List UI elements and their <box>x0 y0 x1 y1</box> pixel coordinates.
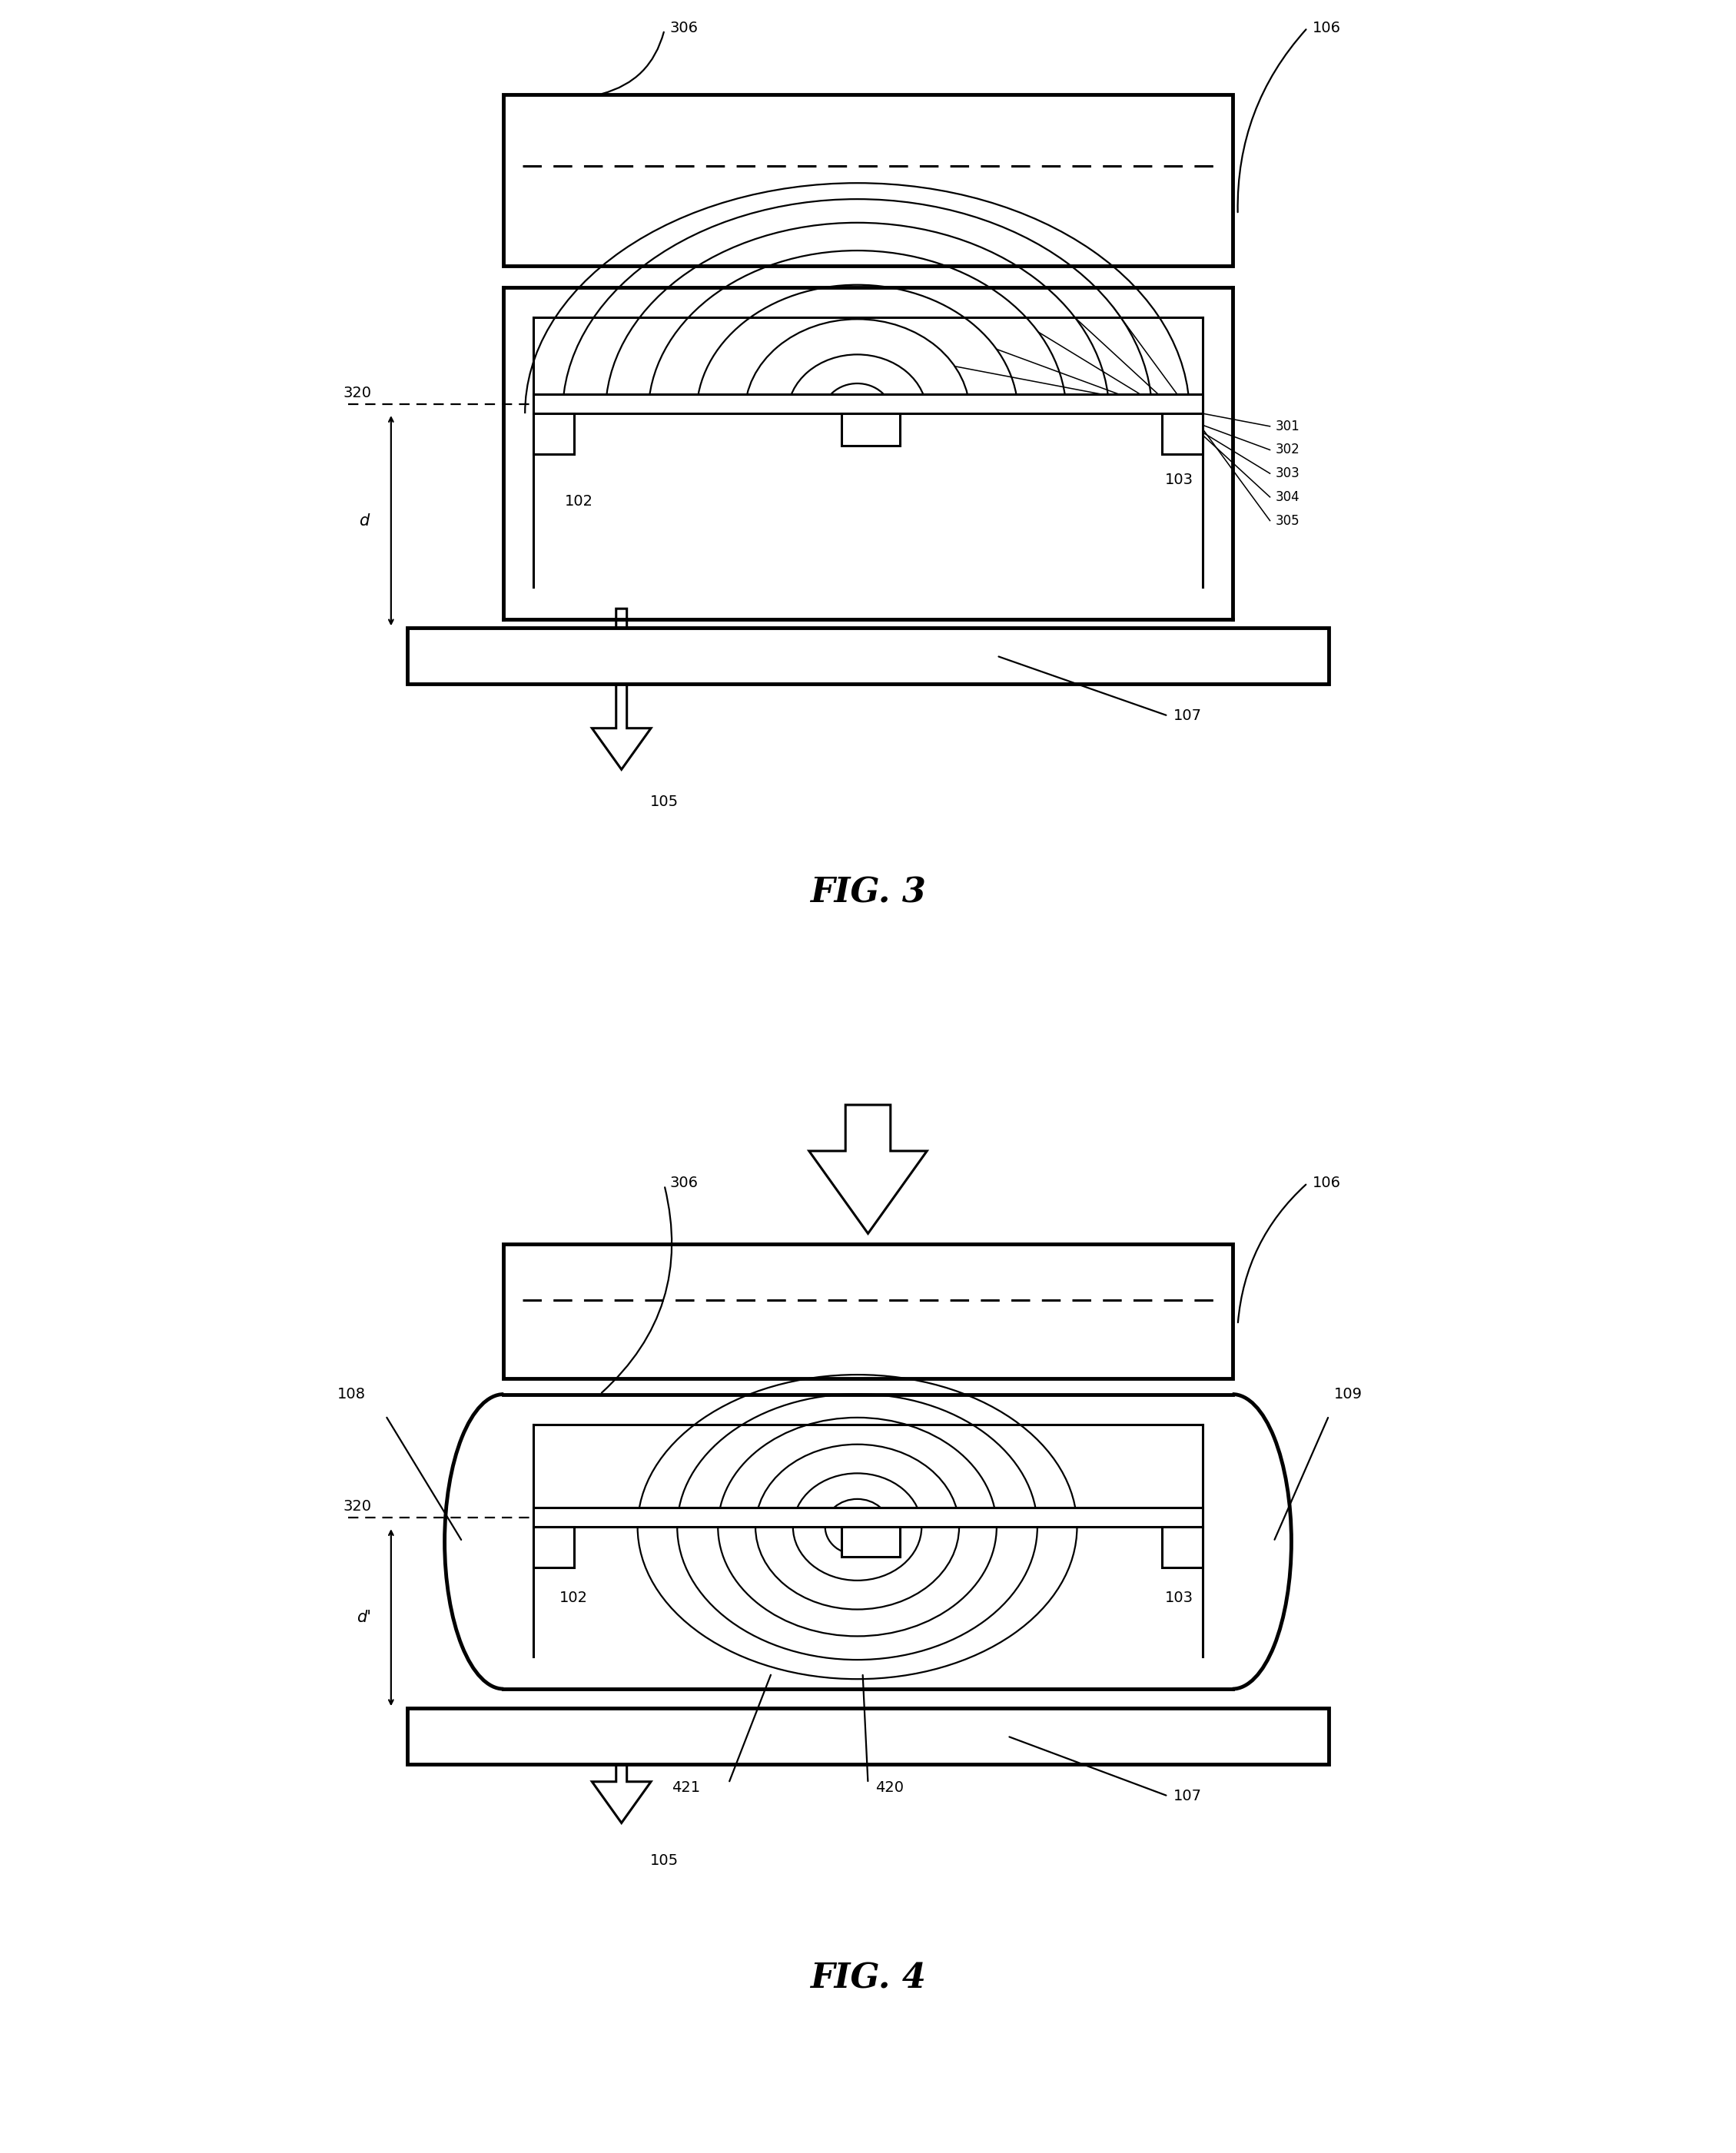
Bar <box>533 1507 1203 1526</box>
Text: 105: 105 <box>649 1854 679 1869</box>
Text: 420: 420 <box>875 1781 904 1796</box>
Bar <box>408 1707 1328 1763</box>
Text: 320: 320 <box>342 385 372 400</box>
Text: d': d' <box>358 1610 372 1626</box>
Polygon shape <box>809 1104 927 1234</box>
Text: 107: 107 <box>1174 708 1201 723</box>
Polygon shape <box>592 1763 651 1824</box>
Text: 301: 301 <box>1276 420 1300 433</box>
Bar <box>533 394 1203 413</box>
Bar <box>503 95 1233 265</box>
Text: 102: 102 <box>559 1591 587 1606</box>
Text: 302: 302 <box>1276 444 1300 456</box>
Text: 105: 105 <box>649 794 679 810</box>
Polygon shape <box>575 1307 615 1365</box>
Text: 102: 102 <box>564 495 592 508</box>
Polygon shape <box>592 609 651 769</box>
Text: 306: 306 <box>670 1176 698 1191</box>
Bar <box>1161 1526 1203 1567</box>
Text: 103: 103 <box>1165 474 1193 487</box>
Bar <box>842 413 901 446</box>
Text: 106: 106 <box>1312 22 1342 34</box>
Text: 421: 421 <box>672 1781 700 1796</box>
Text: 320: 320 <box>342 1498 372 1514</box>
Text: 304: 304 <box>1276 491 1300 504</box>
Bar <box>503 1244 1233 1378</box>
Text: 305: 305 <box>1276 515 1300 527</box>
Text: 103: 103 <box>1165 1591 1193 1606</box>
Bar <box>408 629 1328 685</box>
Bar <box>842 1526 901 1557</box>
Text: 108: 108 <box>337 1387 366 1402</box>
Text: 109: 109 <box>1335 1387 1363 1402</box>
Bar <box>533 1526 575 1567</box>
Text: 107: 107 <box>1174 1789 1201 1804</box>
Text: 303: 303 <box>1276 467 1300 480</box>
Bar <box>533 413 575 454</box>
Text: 306: 306 <box>670 22 698 34</box>
Polygon shape <box>575 172 615 248</box>
Text: 106: 106 <box>1312 1176 1342 1191</box>
Text: FIG. 3: FIG. 3 <box>811 876 925 909</box>
Text: d: d <box>359 512 370 527</box>
Bar <box>1161 413 1203 454</box>
Text: FIG. 4: FIG. 4 <box>811 1961 925 1996</box>
